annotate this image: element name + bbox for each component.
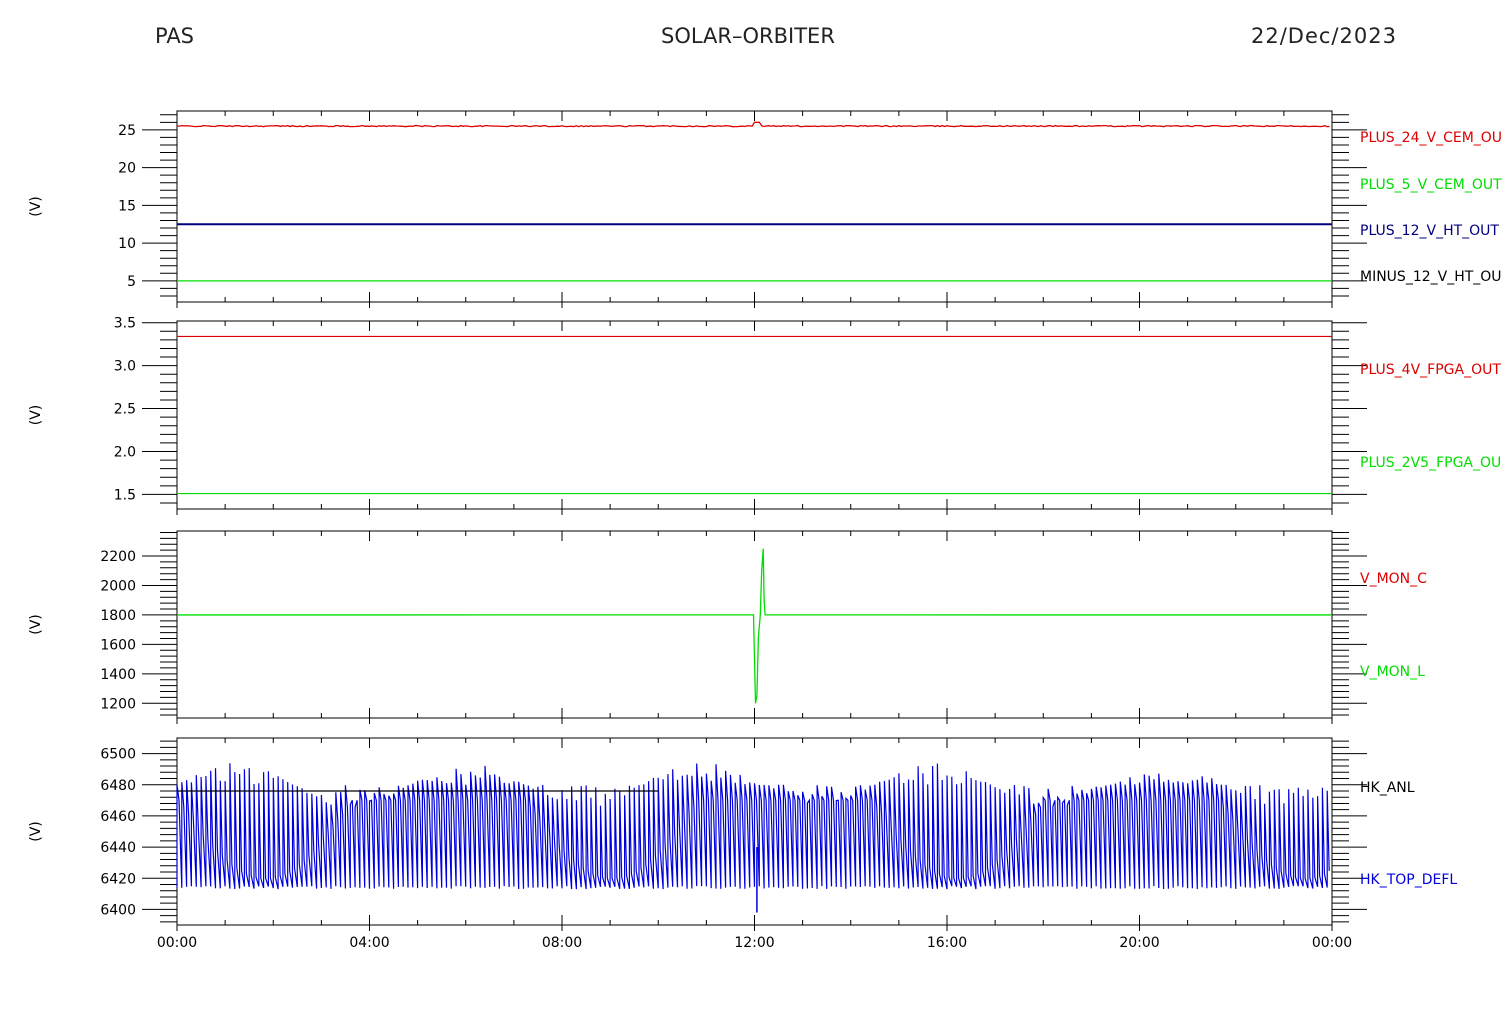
- y-axis-label: (V): [28, 821, 44, 842]
- x-tick-label: 12:00: [734, 935, 774, 951]
- legend-label: PLUS_4V_FPGA_OUT: [1360, 362, 1501, 378]
- y-tick-label: 5: [127, 274, 136, 290]
- y-tick-label: 6500: [100, 747, 136, 763]
- legend-label: HK_ANL: [1360, 780, 1415, 796]
- series-V_MON_L: [176, 548, 1333, 704]
- y-tick-label: 3.0: [114, 359, 136, 375]
- y-axis-label: (V): [28, 614, 44, 635]
- panel-frame: [176, 110, 1333, 303]
- y-axis-label: (V): [28, 405, 44, 426]
- y-tick-label: 1600: [100, 637, 136, 653]
- y-tick-label: 1.5: [114, 487, 136, 503]
- legend-label: PLUS_12_V_HT_OUT: [1360, 223, 1499, 239]
- panel-2: [142, 320, 1367, 515]
- series-PLUS_24_V_CEM_OU: [176, 121, 1330, 128]
- x-tick-label: 16:00: [927, 935, 967, 951]
- panel-frame: [176, 530, 1333, 719]
- legend-label: MINUS_12_V_HT_OU: [1360, 269, 1502, 285]
- x-tick-label: 20:00: [1119, 935, 1159, 951]
- date-label: 22/Dec/2023: [1251, 24, 1397, 48]
- legend-label: HK_TOP_DEFL: [1360, 872, 1457, 888]
- y-tick-label: 2.5: [114, 402, 136, 418]
- y-tick-label: 1200: [100, 696, 136, 712]
- mission-title: SOLAR–ORBITER: [661, 24, 835, 48]
- x-tick-label: 00:00: [1312, 935, 1352, 951]
- y-tick-label: 25: [118, 123, 136, 139]
- y-tick-label: 6480: [100, 778, 136, 794]
- y-tick-label: 6460: [100, 809, 136, 825]
- legend-label: V_MON_C: [1360, 571, 1427, 587]
- panel-3: [142, 530, 1367, 724]
- legend-label: PLUS_5_V_CEM_OUT: [1360, 177, 1502, 193]
- y-tick-label: 10: [118, 236, 136, 252]
- x-tick-label: 04:00: [349, 935, 389, 951]
- y-tick-label: 2000: [100, 578, 136, 594]
- y-tick-label: 1400: [100, 667, 136, 683]
- y-tick-label: 6420: [100, 871, 136, 887]
- y-tick-label: 3.5: [114, 316, 136, 332]
- panel-4: [142, 737, 1367, 931]
- legend-label: PLUS_2V5_FPGA_OU: [1360, 455, 1501, 471]
- y-tick-label: 2200: [100, 549, 136, 565]
- y-tick-label: 20: [118, 161, 136, 177]
- y-tick-label: 15: [118, 198, 136, 214]
- series-HK_TOP_DEFL: [176, 763, 1330, 890]
- x-tick-label: 00:00: [157, 935, 197, 951]
- y-tick-label: 6440: [100, 840, 136, 856]
- y-tick-label: 2.0: [114, 444, 136, 460]
- instrument-label: PAS: [155, 24, 195, 48]
- y-tick-label: 1800: [100, 608, 136, 624]
- legend-label: V_MON_L: [1360, 664, 1425, 680]
- x-tick-label: 08:00: [542, 935, 582, 951]
- legend-label: PLUS_24_V_CEM_OU: [1360, 130, 1502, 146]
- panel-frame: [176, 320, 1333, 510]
- y-tick-label: 6400: [100, 902, 136, 918]
- y-axis-label: (V): [28, 196, 44, 217]
- panel-1: [142, 110, 1367, 308]
